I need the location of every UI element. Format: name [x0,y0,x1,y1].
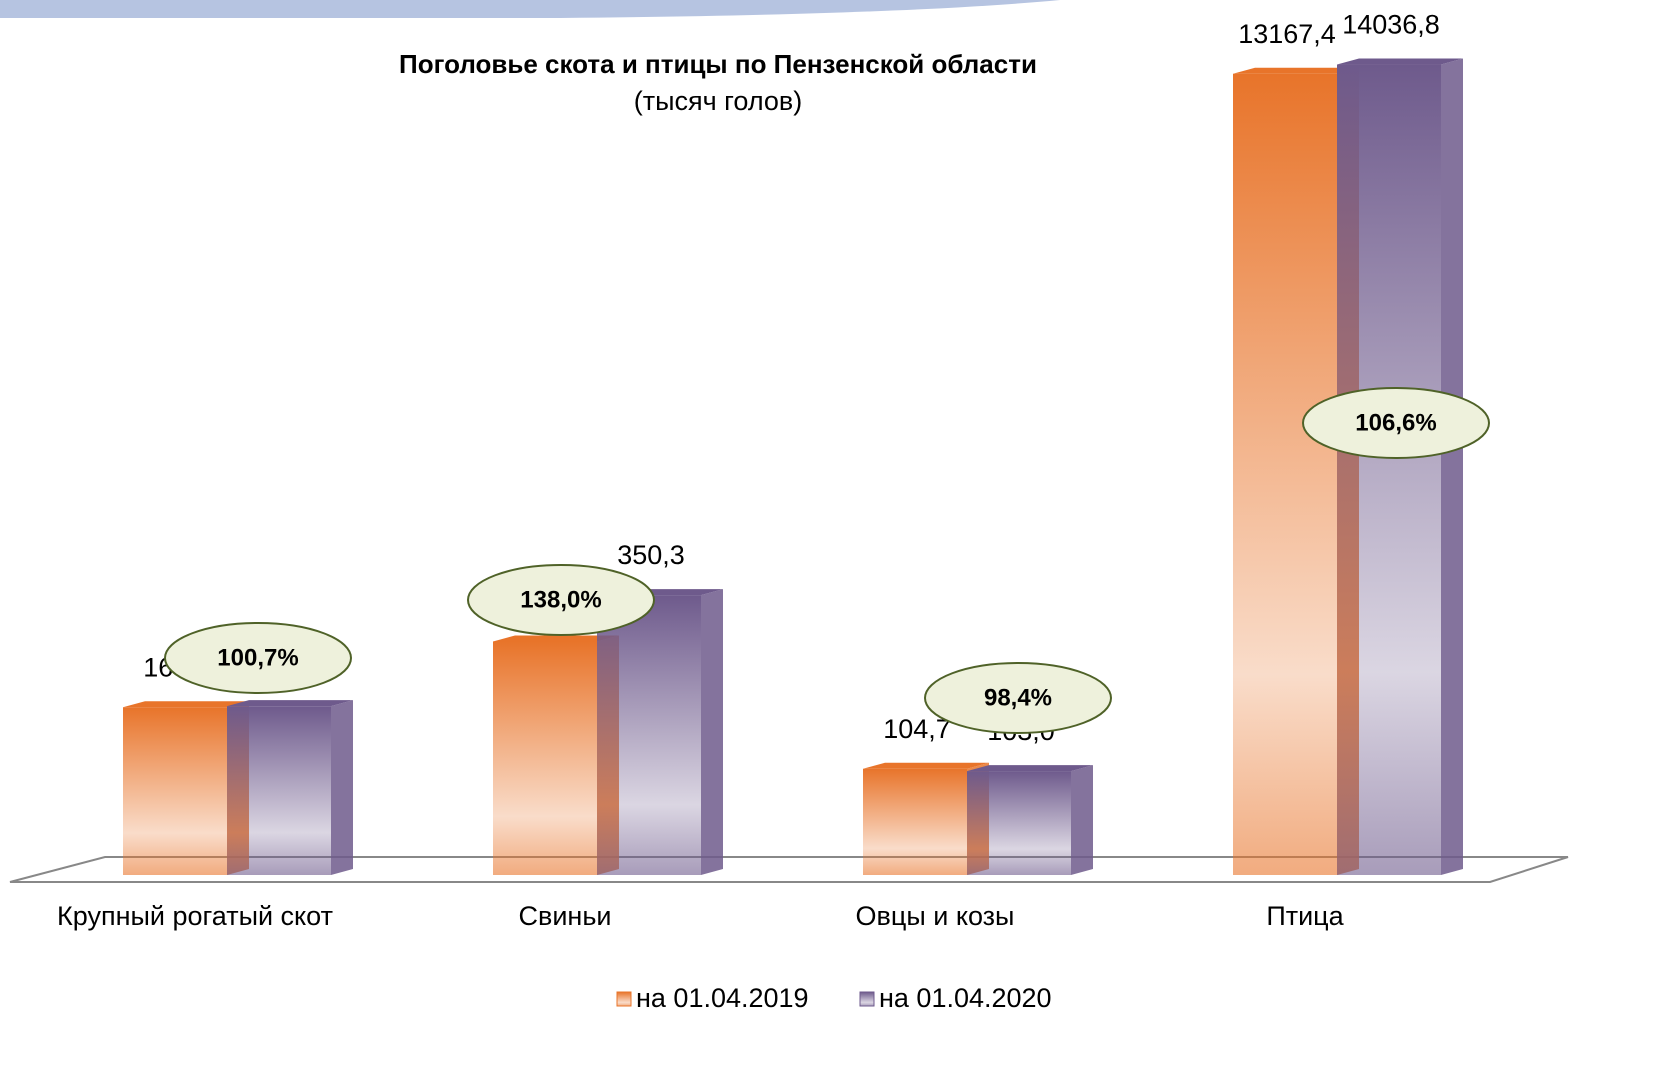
ratio-bubble [1302,387,1490,459]
x-tick-label: Овцы и козы [856,901,1015,931]
bar-top [1233,67,1359,74]
bar [493,641,597,875]
legend-label: на 01.04.2020 [879,983,1052,1013]
ratio-label: 106,6% [1355,409,1436,436]
ratio-label: 138,0% [520,586,601,613]
bar [227,706,331,875]
bar-side [701,589,723,875]
legend-label: на 01.04.2019 [636,983,809,1013]
value-label: 350,3 [617,540,685,570]
bar-side [331,700,353,875]
bar [1233,73,1337,876]
ratio-bubble [467,564,655,636]
bar-top [1337,58,1463,65]
bar-top [863,762,989,769]
bar-top [227,700,353,707]
bar [863,768,967,875]
bar-top [967,765,1093,772]
chart-subtitle: (тысяч голов) [634,86,803,116]
ratio-label: 100,7% [217,644,298,671]
x-tick-label: Свиньи [519,901,612,931]
bar [597,595,701,875]
header-decoration [0,0,1060,18]
chart-title: Поголовье скота и птицы по Пензенской об… [399,49,1037,79]
bar [967,771,1071,875]
x-tick-label: Птица [1266,901,1344,931]
value-label: 13167,4 [1238,19,1336,49]
bar-top [123,701,249,708]
bar-side [1441,58,1463,875]
bar-side [1071,765,1093,875]
value-label: 14036,8 [1342,10,1440,40]
legend-swatch [616,991,632,1007]
x-tick-label: Крупный рогатый скот [57,901,333,931]
floor [9,856,1569,883]
bar-top [493,635,619,642]
bar [123,707,227,875]
ratio-bubble [924,662,1112,734]
ratio-bubble [164,622,352,694]
legend-swatch [859,991,875,1007]
bar [1337,64,1441,875]
value-label: 104,7 [883,714,951,744]
ratio-label: 98,4% [984,684,1052,711]
